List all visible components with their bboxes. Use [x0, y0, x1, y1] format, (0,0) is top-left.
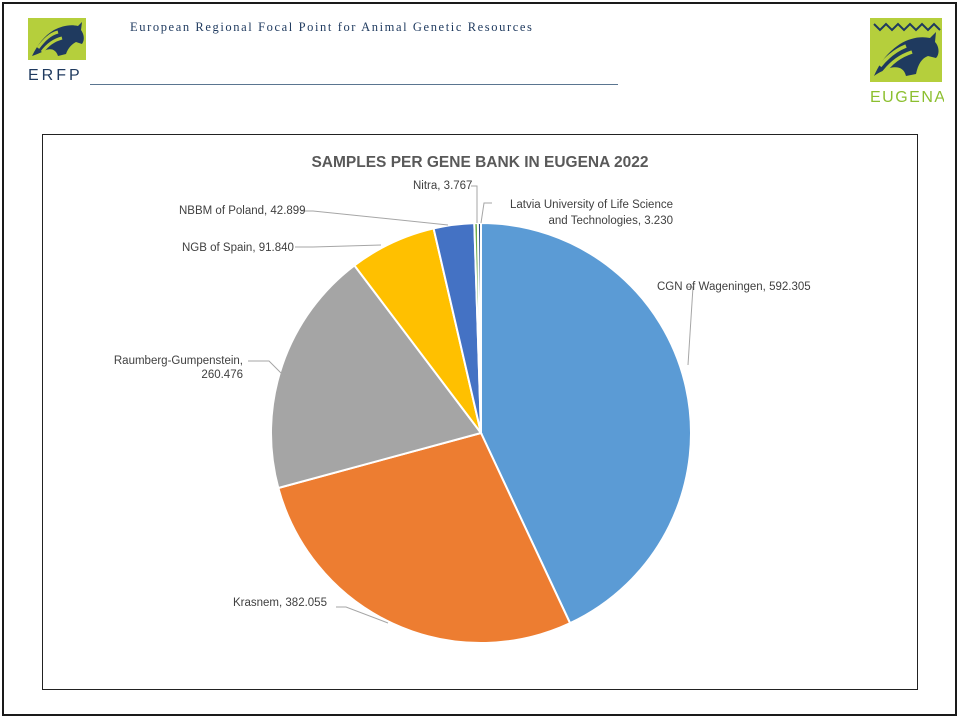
data-label: NGB of Spain, 91.840	[182, 242, 294, 254]
data-labels: CGN of Wageningen, 592.305 Krasnem, 382.0…	[114, 180, 811, 609]
leader-line	[480, 202, 492, 224]
header-divider	[90, 84, 618, 85]
pie-slice-krasnem	[277, 431, 572, 644]
pie-chart: SAMPLES PER GENE BANK IN EUGENA 2022 CGN…	[114, 154, 811, 644]
leader-line	[471, 185, 478, 223]
eugena-logo: EUGENA	[870, 18, 944, 106]
chart-container: SAMPLES PER GENE BANK IN EUGENA 2022 CGN…	[42, 134, 918, 690]
data-label-line: Nitra, 3.767	[413, 180, 472, 192]
eugena-logo-text: EUGENA	[870, 89, 944, 106]
chart-title: SAMPLES PER GENE BANK IN EUGENA 2022	[311, 154, 648, 171]
organization-title: European Regional Focal Point for Animal…	[130, 20, 534, 34]
leader-line	[248, 360, 282, 374]
data-label-line: Latvia University of Life Science	[510, 199, 673, 211]
data-label: Latvia University of Life Science and Tec…	[510, 199, 673, 227]
erfp-logo: ERFP	[28, 18, 86, 84]
data-label: Nitra, 3.767	[413, 180, 472, 192]
horse-mane-icon	[878, 44, 907, 68]
pie-slices	[270, 221, 692, 644]
data-label: CGN of Wageningen, 592.305	[657, 281, 811, 293]
horse-mane-icon	[882, 50, 913, 74]
leader-line	[295, 244, 382, 248]
leader-lines	[248, 185, 694, 624]
erfp-logo-text: ERFP	[28, 67, 83, 84]
data-label-line: Raumberg-Gumpenstein,	[114, 355, 243, 367]
data-label: NBBM of Poland, 42.899	[179, 205, 306, 217]
data-label: Raumberg-Gumpenstein, 260.476	[114, 355, 243, 381]
pie-slice-latvia-university-of-life-science-and-technologies	[476, 221, 482, 434]
data-label-line: 260.476	[201, 369, 243, 381]
data-label-line: Krasnem, 382.055	[233, 597, 327, 609]
zigzag-icon	[873, 22, 941, 32]
horse-mane-icon	[36, 30, 59, 49]
pie-slice-raumberg-gumpenstein	[270, 264, 483, 490]
data-label-line: NGB of Spain, 91.840	[182, 242, 294, 254]
data-label: Krasnem, 382.055	[233, 597, 327, 609]
pie-slice-cgn-of-wageningen	[480, 221, 692, 625]
leader-line	[687, 286, 694, 366]
leader-line	[301, 210, 449, 226]
data-label-line: CGN of Wageningen, 592.305	[657, 281, 811, 293]
horse-mane-icon	[40, 36, 63, 53]
data-label-line: NBBM of Poland, 42.899	[179, 205, 306, 217]
leader-line	[336, 606, 389, 624]
data-label-line: and Technologies, 3.230	[549, 215, 673, 227]
